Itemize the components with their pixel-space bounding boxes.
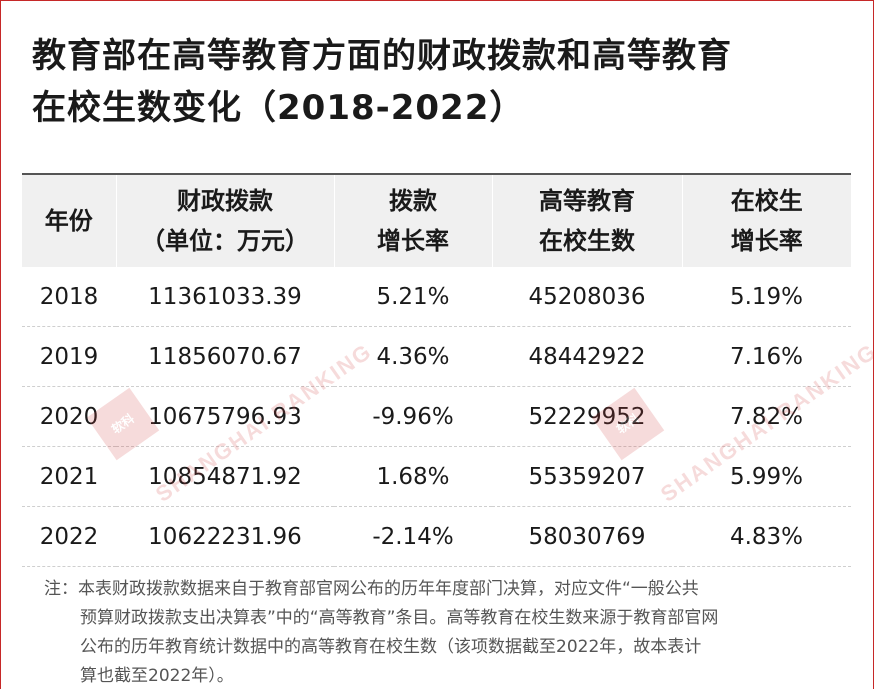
- cell-enrollment: 52229952: [492, 386, 682, 447]
- title-line-2: 在校生数变化（2018-2022）: [32, 88, 525, 128]
- cell-funding: 11361033.39: [116, 267, 334, 327]
- header-year-label: 年份: [44, 207, 93, 235]
- header-enrollment-growth-line1: 在校生: [730, 187, 803, 215]
- footnote: 注：本表财政拨款数据来自于教育部官网公布的历年年度部门决算，对应文件“一般公共 …: [44, 575, 824, 691]
- title-line-1: 教育部在高等教育方面的财政拨款和高等教育: [32, 36, 732, 76]
- footnote-line-3: 公布的历年教育统计数据中的高等教育在校生数（该项数据截至2022年，故本表计: [80, 637, 702, 657]
- data-table-container: 年份 财政拨款 （单位：万元） 拨款 增长率 高等教育 在校生数 在校生 增长率: [22, 173, 851, 567]
- table-row: 2020 10675796.93 -9.96% 52229952 7.82%: [22, 386, 851, 447]
- cell-enrollment-growth: 4.83%: [682, 506, 851, 567]
- cell-year: 2018: [22, 267, 116, 327]
- cell-enrollment-growth: 5.19%: [682, 267, 851, 327]
- cell-funding-growth: -2.14%: [334, 506, 492, 567]
- page-title: 教育部在高等教育方面的财政拨款和高等教育 在校生数变化（2018-2022）: [32, 30, 842, 134]
- header-funding: 财政拨款 （单位：万元）: [115, 173, 334, 267]
- header-enrollment-line1: 高等教育: [539, 187, 635, 215]
- cell-enrollment: 55359207: [492, 446, 682, 507]
- cell-funding: 10675796.93: [116, 386, 334, 447]
- cell-enrollment: 48442922: [492, 326, 682, 387]
- cell-funding-growth: 1.68%: [334, 446, 492, 507]
- header-enrollment-line2: 在校生数: [539, 227, 635, 255]
- header-enrollment-growth-line2: 增长率: [730, 227, 803, 255]
- cell-funding: 11856070.67: [116, 326, 334, 387]
- header-enrollment: 高等教育 在校生数: [491, 173, 682, 267]
- header-enrollment-growth: 在校生 增长率: [681, 173, 851, 267]
- cell-year: 2020: [22, 386, 116, 447]
- footnote-line-2: 预算财政拨款支出决算表”中的“高等教育”条目。高等教育在校生数来源于教育部官网: [80, 608, 719, 628]
- table-row: 2018 11361033.39 5.21% 45208036 5.19%: [22, 267, 851, 327]
- cell-enrollment: 58030769: [492, 506, 682, 567]
- table-row: 2021 10854871.92 1.68% 55359207 5.99%: [22, 446, 851, 507]
- footnote-line-4: 算也截至2022年）。: [80, 666, 234, 686]
- cell-year: 2022: [22, 506, 116, 567]
- header-funding-growth: 拨款 增长率: [333, 173, 492, 267]
- header-year: 年份: [22, 173, 116, 267]
- cell-funding-growth: 4.36%: [334, 326, 492, 387]
- cell-enrollment-growth: 7.82%: [682, 386, 851, 447]
- cell-funding-growth: 5.21%: [334, 267, 492, 327]
- header-funding-unit: （单位：万元）: [141, 227, 309, 255]
- footnote-line-1: 注：本表财政拨款数据来自于教育部官网公布的历年年度部门决算，对应文件“一般公共: [44, 579, 699, 599]
- data-table: 年份 财政拨款 （单位：万元） 拨款 增长率 高等教育 在校生数 在校生 增长率: [22, 173, 851, 567]
- cell-funding: 10854871.92: [116, 446, 334, 507]
- cell-enrollment: 45208036: [492, 267, 682, 327]
- header-funding-label: 财政拨款: [177, 187, 273, 215]
- header-funding-growth-line2: 增长率: [377, 227, 449, 255]
- cell-enrollment-growth: 5.99%: [682, 446, 851, 507]
- table-row: 2022 10622231.96 -2.14% 58030769 4.83%: [22, 506, 851, 567]
- cell-year: 2019: [22, 326, 116, 387]
- table-header-row: 年份 财政拨款 （单位：万元） 拨款 增长率 高等教育 在校生数 在校生 增长率: [22, 173, 851, 267]
- cell-year: 2021: [22, 446, 116, 507]
- cell-funding-growth: -9.96%: [334, 386, 492, 447]
- header-funding-growth-line1: 拨款: [389, 187, 437, 215]
- cell-funding: 10622231.96: [116, 506, 334, 567]
- table-row: 2019 11856070.67 4.36% 48442922 7.16%: [22, 326, 851, 387]
- cell-enrollment-growth: 7.16%: [682, 326, 851, 387]
